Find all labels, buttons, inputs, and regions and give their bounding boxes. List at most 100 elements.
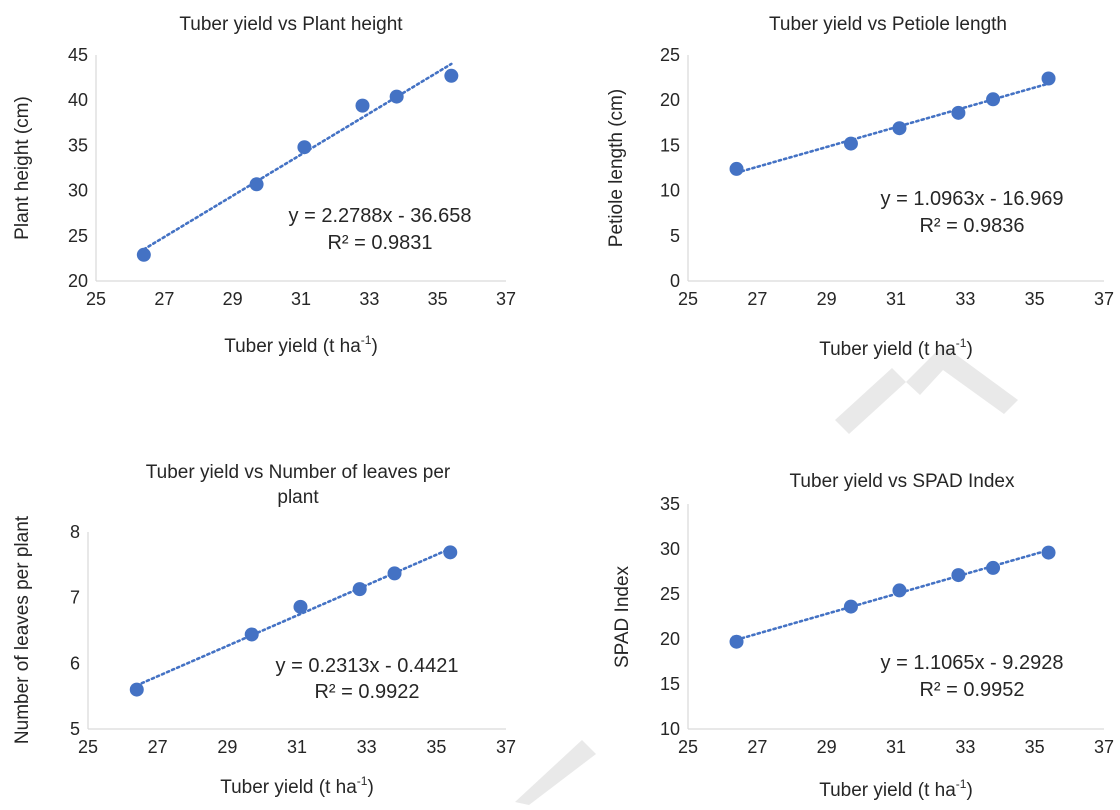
x-tick-label: 33	[955, 737, 975, 757]
y-tick-label: 5	[70, 719, 80, 739]
data-point	[129, 682, 144, 697]
r-squared: R² = 0.9952	[919, 679, 1024, 701]
y-tick-label: 15	[660, 135, 680, 155]
x-tick-label: 31	[886, 289, 906, 309]
y-tick-label: 45	[68, 45, 88, 65]
y-tick-label: 20	[660, 629, 680, 649]
y-axis-label: SPAD Index	[612, 565, 633, 668]
trendline-equation: y = 2.2788x - 36.658	[289, 205, 472, 227]
x-tick-label: 25	[678, 289, 698, 309]
data-point	[352, 582, 367, 597]
y-tick-label: 25	[660, 584, 680, 604]
data-point	[387, 566, 402, 581]
y-tick-label: 20	[660, 90, 680, 110]
data-point	[1041, 71, 1056, 86]
x-tick-label: 31	[287, 737, 307, 757]
x-tick-label: 37	[1094, 289, 1114, 309]
watermark	[515, 345, 1018, 805]
y-tick-label: 25	[660, 45, 680, 65]
x-tick-label: 29	[817, 737, 837, 757]
x-tick-label: 37	[496, 289, 516, 309]
data-point	[355, 98, 370, 113]
data-point	[729, 634, 744, 649]
x-tick-label: 27	[747, 737, 767, 757]
y-tick-label: 6	[70, 653, 80, 673]
data-point	[986, 92, 1001, 107]
x-axis-label: Tuber yield (t ha-1)	[224, 333, 378, 357]
r-squared: R² = 0.9922	[314, 681, 419, 703]
y-tick-label: 30	[68, 181, 88, 201]
data-point	[951, 568, 966, 583]
y-tick-label: 10	[660, 719, 680, 739]
x-tick-label: 33	[955, 289, 975, 309]
x-tick-label: 37	[496, 737, 516, 757]
data-point	[293, 599, 308, 614]
y-tick-label: 7	[70, 588, 80, 608]
data-point	[892, 583, 907, 598]
y-tick-label: 0	[670, 271, 680, 291]
data-point	[244, 627, 259, 642]
data-point	[892, 121, 907, 136]
x-tick-label: 31	[291, 289, 311, 309]
trendline-equation: y = 1.1065x - 9.2928	[881, 652, 1064, 674]
data-point	[444, 68, 459, 83]
data-point	[297, 140, 312, 155]
y-tick-label: 30	[660, 539, 680, 559]
x-axis-label: Tuber yield (t ha-1)	[819, 336, 973, 360]
x-tick-label: 37	[1094, 737, 1114, 757]
trendline-equation: y = 0.2313x - 0.4421	[276, 655, 459, 677]
x-tick-label: 25	[78, 737, 98, 757]
y-tick-label: 15	[660, 674, 680, 694]
x-tick-label: 29	[217, 737, 237, 757]
y-tick-label: 35	[660, 494, 680, 514]
data-point	[951, 105, 966, 120]
chart-title: Tuber yield vs Number of leaves per	[146, 462, 451, 483]
y-tick-label: 5	[670, 226, 680, 246]
y-axis-label: Petiole length (cm)	[606, 89, 627, 247]
chart-3: 25 27 29 31 33 35 37 5 6 7 8 Tuber yield vs Number …	[12, 462, 516, 798]
chart-title: Tuber yield vs Plant height	[179, 14, 403, 35]
trendline	[735, 548, 1050, 642]
y-tick-label: 10	[660, 181, 680, 201]
y-tick-label: 8	[70, 522, 80, 542]
r-squared: R² = 0.9831	[327, 232, 432, 254]
trendline-equation: y = 1.0963x - 16.969	[881, 188, 1064, 210]
chart-title: Tuber yield vs Petiole length	[769, 14, 1007, 35]
y-tick-label: 20	[68, 271, 88, 291]
x-tick-label: 29	[817, 289, 837, 309]
x-tick-label: 29	[223, 289, 243, 309]
x-tick-label: 27	[154, 289, 174, 309]
data-point	[843, 136, 858, 151]
y-tick-label: 25	[68, 226, 88, 246]
data-point	[443, 545, 458, 560]
y-tick-label: 35	[68, 135, 88, 155]
chart-4: 25 27 29 31 33 35 37 10 15 20 25 30 35 Tuber yield vs…	[612, 471, 1114, 801]
data-point	[389, 89, 404, 104]
data-point	[249, 177, 264, 192]
y-tick-label: 40	[68, 90, 88, 110]
x-tick-label: 35	[428, 289, 448, 309]
x-tick-label: 33	[357, 737, 377, 757]
x-tick-label: 33	[359, 289, 379, 309]
x-tick-label: 35	[1025, 289, 1045, 309]
x-axis-label: Tuber yield (t ha-1)	[819, 777, 973, 801]
data-point	[986, 560, 1001, 575]
data-point	[729, 161, 744, 176]
x-tick-label: 27	[747, 289, 767, 309]
y-axis-label: Number of leaves per plant	[12, 515, 33, 744]
chart-title-line2: plant	[277, 487, 319, 508]
r-squared: R² = 0.9836	[919, 215, 1024, 237]
x-axis-label: Tuber yield (t ha-1)	[220, 774, 374, 798]
x-tick-label: 31	[886, 737, 906, 757]
x-tick-label: 25	[86, 289, 106, 309]
chart-2: 25 27 29 31 33 35 37 0 5 10 15 20 25 Tuber yield vs P…	[606, 14, 1114, 360]
y-axis-label: Plant height (cm)	[12, 96, 33, 240]
x-tick-label: 25	[678, 737, 698, 757]
x-tick-label: 35	[1025, 737, 1045, 757]
data-point	[1041, 545, 1056, 560]
x-tick-label: 35	[426, 737, 446, 757]
chart-title: Tuber yield vs SPAD Index	[790, 471, 1015, 492]
data-point	[136, 247, 151, 262]
